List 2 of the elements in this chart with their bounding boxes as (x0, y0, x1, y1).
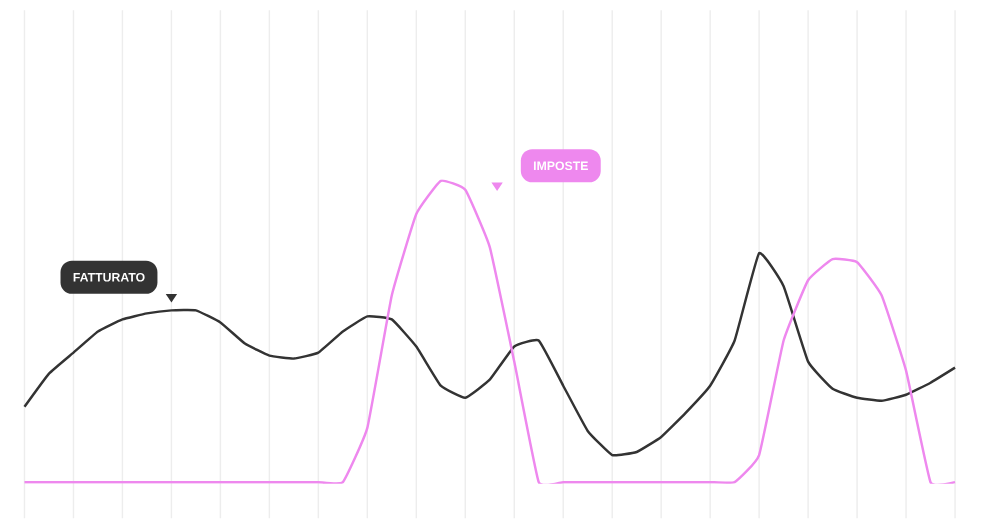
text: FATTURATO (73, 272, 145, 282)
text: IMPOSTE (533, 161, 588, 171)
